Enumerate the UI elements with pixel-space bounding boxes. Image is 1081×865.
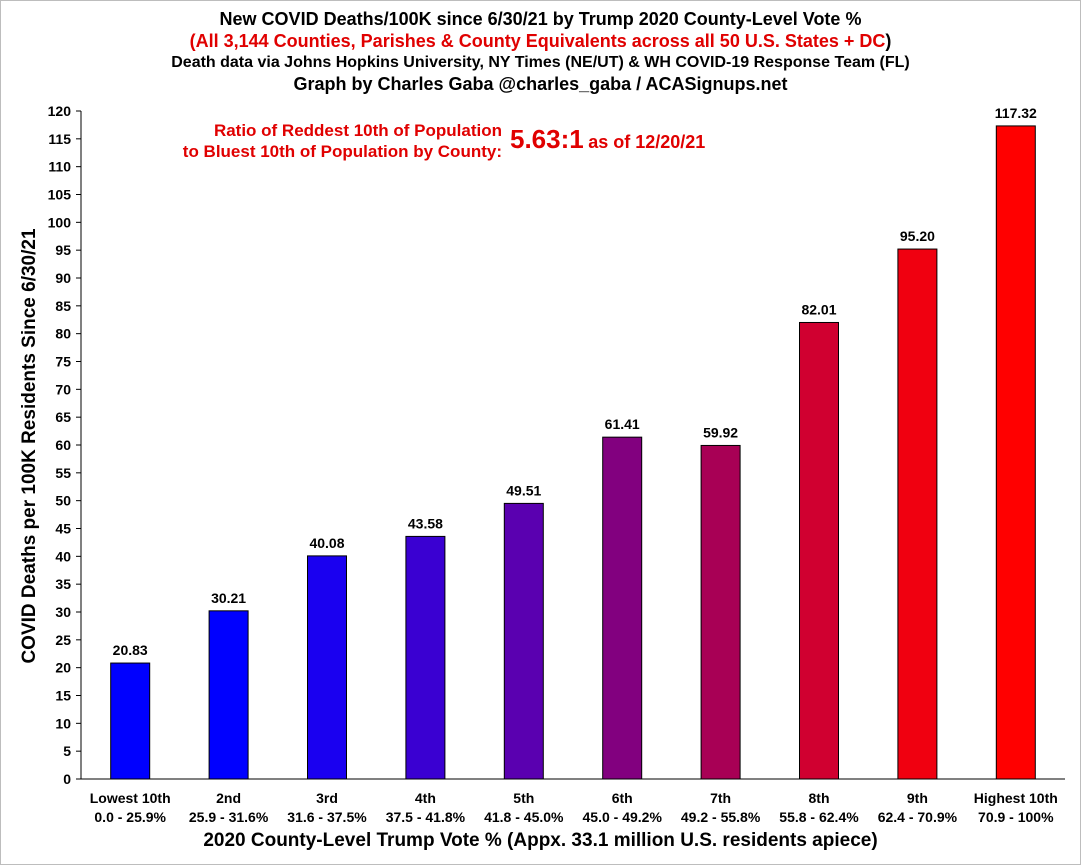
bar-1 [110,662,151,780]
y-tick-label: 25 [55,632,71,648]
data-label: 20.83 [113,642,148,658]
y-tick-label: 20 [55,660,71,676]
y-tick-label: 80 [55,326,71,342]
x-tick-range-label: 31.6 - 37.5% [287,809,367,825]
x-tick-label: Lowest 10th [90,790,171,806]
ratio-value: 5.63:1 [510,124,584,154]
data-label: 95.20 [900,228,935,244]
x-tick-label: 5th [513,790,534,806]
ratio-as-of: as of 12/20/21 [588,132,706,152]
data-label: 30.21 [211,590,246,606]
subtitle-close-paren: ) [885,31,892,51]
ratio-annotation-value: 5.63:1 as of 12/20/21 [510,124,705,155]
y-tick-label: 10 [55,715,71,731]
y-tick-label: 115 [48,131,71,147]
y-tick-label: 60 [55,437,71,453]
y-tick-label: 65 [55,409,71,425]
x-tick-label: 7th [710,790,731,806]
x-tick-range-label: 41.8 - 45.0% [484,809,564,825]
x-tick-range-label: 37.5 - 41.8% [386,809,466,825]
y-tick-label: 90 [55,270,71,286]
subtitle-text: All 3,144 Counties, Parishes & County Eq… [195,31,886,51]
y-tick-label: 100 [48,214,72,230]
x-tick-label: 2nd [216,790,241,806]
y-tick-label: 50 [55,493,71,509]
x-tick-range-label: 45.0 - 49.2% [583,809,663,825]
bar-7 [700,444,741,780]
bar-9 [897,248,938,780]
y-tick-label: 15 [55,688,71,704]
x-tick-range-label: 0.0 - 25.9% [94,809,166,825]
x-tick-range-label: 70.9 - 100% [978,809,1054,825]
x-tick-range-label: 25.9 - 31.6% [189,809,269,825]
x-tick-range-label: 55.8 - 62.4% [779,809,859,825]
y-tick-label: 95 [55,242,71,258]
bar-8 [799,321,839,780]
x-tick-label: Highest 10th [974,790,1058,806]
chart-subtitle: (All 3,144 Counties, Parishes & County E… [0,30,1081,52]
y-tick-label: 45 [55,521,71,537]
bar-5 [503,502,544,780]
y-tick-label: 75 [55,354,71,370]
bar-4 [405,535,446,780]
subtitle-open-paren: ( [189,31,196,51]
x-tick-label: 8th [809,790,830,806]
bar-2 [208,610,249,780]
bar-10 [995,125,1036,780]
x-tick-range-label: 49.2 - 55.8% [681,809,761,825]
data-label: 40.08 [309,535,344,551]
y-tick-label: 30 [55,604,71,620]
y-tick-label: 5 [63,743,71,759]
data-label: 82.01 [801,301,836,317]
x-tick-label: 9th [907,790,928,806]
credit-line: Graph by Charles Gaba @charles_gaba / AC… [293,74,788,94]
data-label: 43.58 [408,515,443,531]
ratio-label-line2: to Bluest 10th of Population by County: [182,142,502,161]
x-tick-range-label: 62.4 - 70.9% [878,809,958,825]
source-note: Death data via Johns Hopkins University,… [171,54,910,71]
chart-titles: New COVID Deaths/100K since 6/30/21 by T… [0,8,1081,95]
y-tick-label: 85 [55,298,71,314]
y-tick-label: 35 [55,576,71,592]
y-tick-label: 40 [55,548,71,564]
y-tick-label: 110 [48,159,71,175]
y-tick-label: 120 [48,103,72,119]
bar-6 [602,436,643,780]
x-axis-label: 2020 County-Level Trump Vote % (Appx. 33… [203,830,878,851]
data-label: 117.32 [995,105,1037,121]
y-tick-label: 0 [63,771,71,787]
y-tick-label: 105 [48,187,72,203]
x-tick-label: 6th [612,790,633,806]
data-label: 49.51 [506,482,541,498]
bar-3 [307,555,347,780]
ratio-annotation-label: Ratio of Reddest 10th of Population to B… [130,120,502,162]
data-label: 61.41 [605,416,640,432]
ratio-label-line1: Ratio of Reddest 10th of Population [213,121,502,140]
y-tick-label: 70 [55,381,71,397]
x-tick-label: 3rd [316,790,338,806]
x-tick-label: 4th [415,790,436,806]
chart-title: New COVID Deaths/100K since 6/30/21 by T… [219,9,862,29]
data-label: 59.92 [703,424,738,440]
y-tick-label: 55 [55,465,71,481]
